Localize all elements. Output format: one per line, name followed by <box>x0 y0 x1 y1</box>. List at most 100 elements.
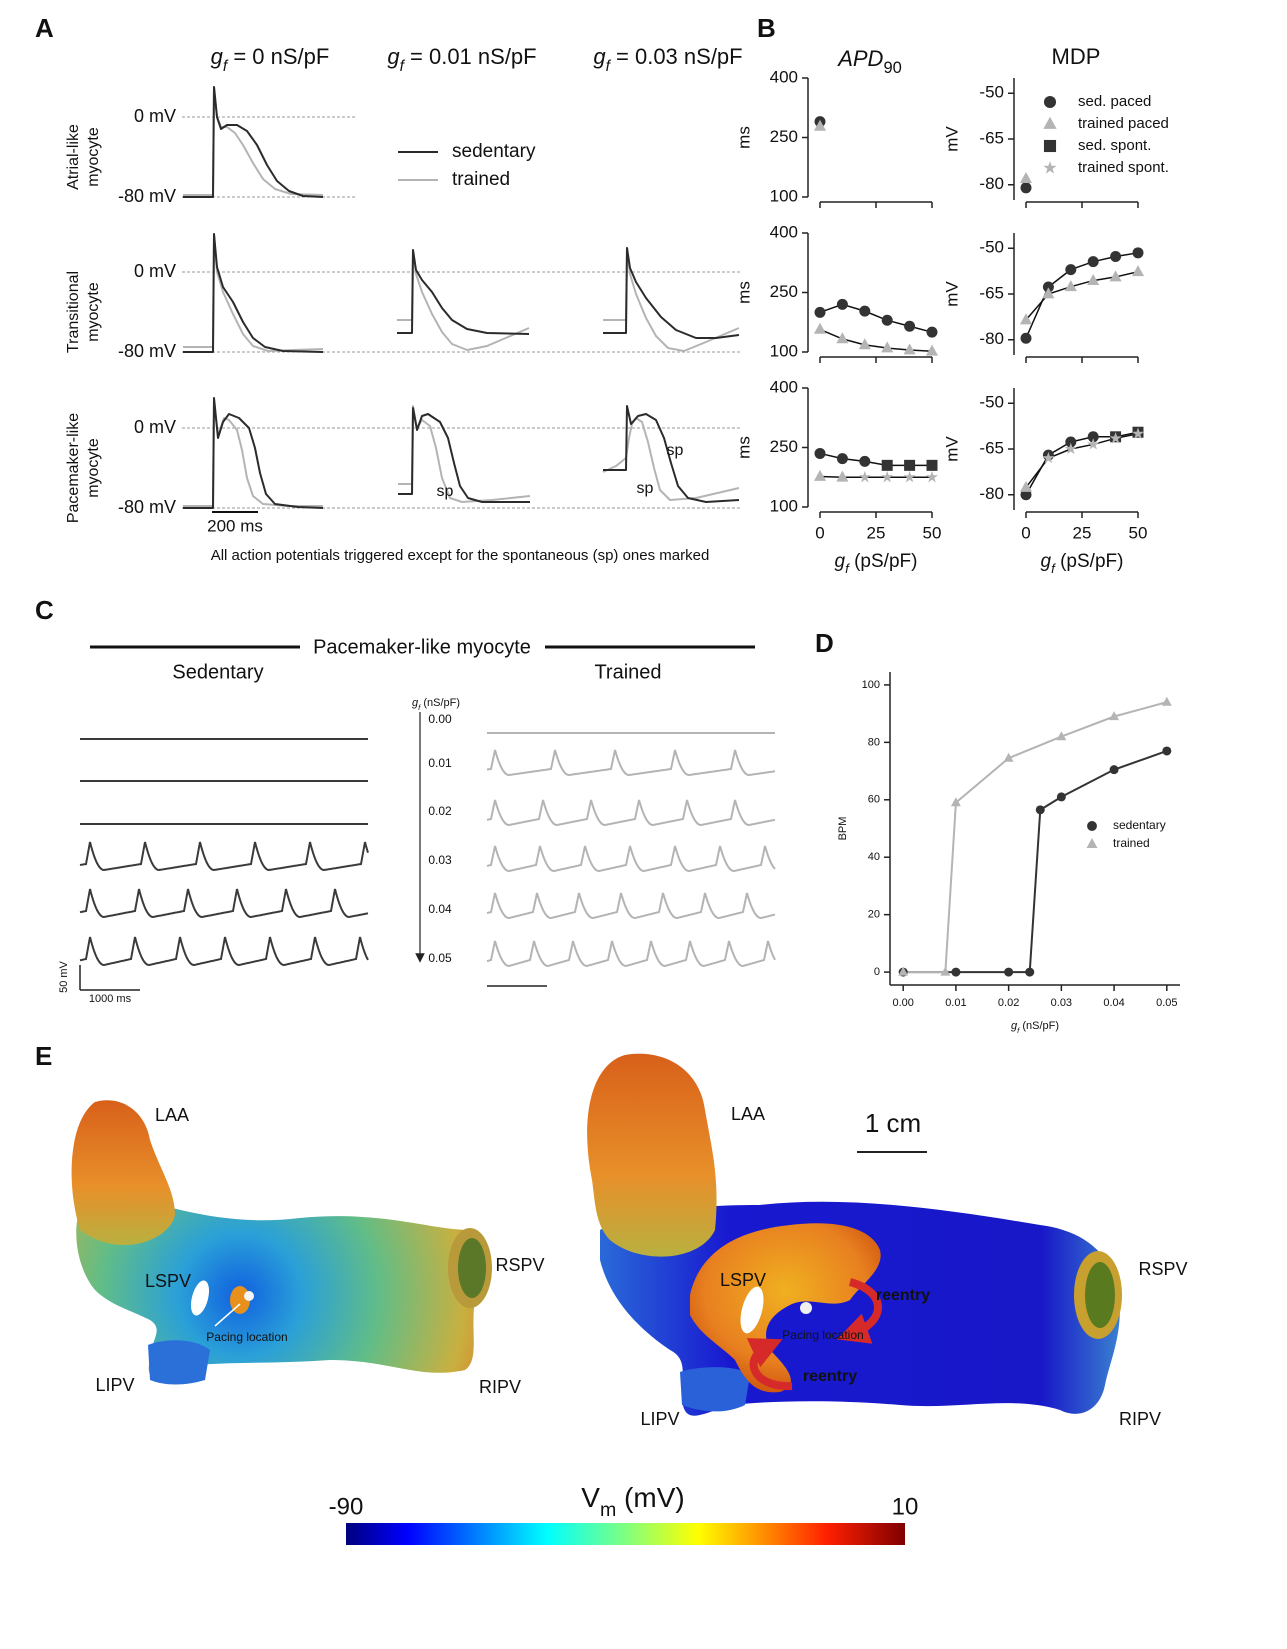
y-axis-label: BPM <box>837 817 849 841</box>
gf-level: 0.00 <box>428 712 452 726</box>
anatomy-label: RIPV <box>479 1377 521 1397</box>
pacing-label: Pacing location <box>782 1328 863 1342</box>
colorbar-label-part: m <box>600 1499 616 1521</box>
y-axis-label: ms <box>734 436 753 459</box>
marker <box>1042 451 1055 464</box>
marker <box>859 305 871 317</box>
x-axis-label: gf (pS/pF) <box>835 551 918 576</box>
column-title-part: f <box>223 58 229 75</box>
y-tick-label: 400 <box>770 222 798 241</box>
y-tick-label: -65 <box>979 283 1004 302</box>
y-tick-label: -80 <box>979 484 1004 503</box>
marker <box>813 119 827 131</box>
marker <box>858 338 871 350</box>
marker <box>1065 264 1077 276</box>
scale-label: 1000 ms <box>89 993 132 1005</box>
series-line <box>819 303 933 333</box>
marker <box>1087 256 1099 268</box>
x-tick-label: 0 <box>815 523 824 542</box>
series-line <box>1025 431 1139 496</box>
legend-label: trained paced <box>1078 115 1169 132</box>
ap-trace <box>183 397 324 509</box>
marker <box>1019 313 1033 325</box>
x-axis-label-part: (pS/pF) <box>849 551 918 572</box>
x-tick-label: 0 <box>1021 523 1030 542</box>
marker <box>1003 752 1014 762</box>
vein-hole <box>740 1286 764 1334</box>
marker <box>1056 792 1066 802</box>
marker <box>1131 427 1145 439</box>
marker <box>1109 765 1119 775</box>
marker <box>1019 480 1033 492</box>
column-title-part: g <box>387 44 400 69</box>
column-title: gf = 0.01 nS/pF <box>387 44 536 75</box>
y-label: -80 mV <box>118 497 176 517</box>
x-axis-label-part: g <box>1011 1020 1018 1032</box>
chart-title: MDP <box>1052 44 1101 69</box>
marker <box>925 344 939 356</box>
x-axis-label-part: g <box>835 551 846 572</box>
y-tick-label: 40 <box>868 851 880 863</box>
atrium-right <box>587 1053 1122 1416</box>
gf-header-part: (nS/pF) <box>420 697 460 709</box>
x-tick-label: 0.04 <box>1103 997 1124 1009</box>
chart-title-part: 90 <box>883 59 901 77</box>
ap-trace <box>603 405 740 503</box>
marker <box>1087 273 1100 285</box>
ap-trace <box>603 247 740 339</box>
x-tick-label: 25 <box>1073 523 1092 542</box>
y-axis-label: mV <box>942 436 961 462</box>
x-axis-label-part: g <box>1041 551 1052 572</box>
colorbar-label-part: (mV) <box>616 1482 684 1513</box>
ap-trace <box>398 407 530 503</box>
group-title: Sedentary <box>172 661 263 683</box>
legend-label: sed. spont. <box>1078 137 1151 154</box>
marker <box>858 470 871 483</box>
anatomy-label: LSPV <box>145 1271 191 1291</box>
x-axis-label-part: (pS/pF) <box>1055 551 1124 572</box>
marker <box>898 966 909 976</box>
row-label: Transitional <box>65 271 82 353</box>
series-line <box>819 452 932 467</box>
column-title-part: = 0.03 nS/pF <box>610 44 743 69</box>
gf-header-part: g <box>412 697 419 709</box>
reentry-region <box>690 1223 881 1393</box>
y-tick-label: -50 <box>979 238 1004 257</box>
anatomy-label: LAA <box>155 1105 189 1125</box>
marker <box>904 320 916 332</box>
appendage <box>587 1053 717 1257</box>
legend-marker <box>1086 838 1098 848</box>
y-tick-label: 100 <box>862 679 880 691</box>
colorbar-tick-label: -90 <box>329 1493 364 1520</box>
marker <box>836 298 848 310</box>
reentry-arrow <box>836 1278 882 1344</box>
ap-trace <box>183 399 323 507</box>
panel-title: Pacemaker-like myocyte <box>313 636 531 658</box>
series-line <box>1025 271 1139 321</box>
vein <box>148 1340 210 1385</box>
column-title-part: = 0 nS/pF <box>227 44 329 69</box>
row-label: myocyte <box>85 438 102 498</box>
trace <box>486 749 776 777</box>
x-axis-label: gf (pS/pF) <box>1041 551 1124 576</box>
legend-marker <box>1043 95 1057 109</box>
gf-header: gf (nS/pF) <box>412 697 460 712</box>
gf-header-part: f <box>418 703 421 712</box>
anatomy-label: LIPV <box>95 1375 134 1395</box>
marker <box>926 459 938 471</box>
legend-label: trained spont. <box>1078 159 1169 176</box>
reentry-label: reentry <box>876 1287 930 1304</box>
column-title-part: g <box>593 44 606 69</box>
x-axis-label-part: (nS/pF) <box>1019 1020 1059 1032</box>
row-label: myocyte <box>85 282 102 342</box>
marker <box>836 332 849 344</box>
marker <box>1020 182 1032 194</box>
marker <box>1161 696 1172 706</box>
y-tick-label: 400 <box>770 67 798 86</box>
y-label: 0 mV <box>134 261 176 281</box>
marker <box>1020 489 1032 501</box>
marker <box>950 797 961 807</box>
marker <box>1056 731 1067 741</box>
